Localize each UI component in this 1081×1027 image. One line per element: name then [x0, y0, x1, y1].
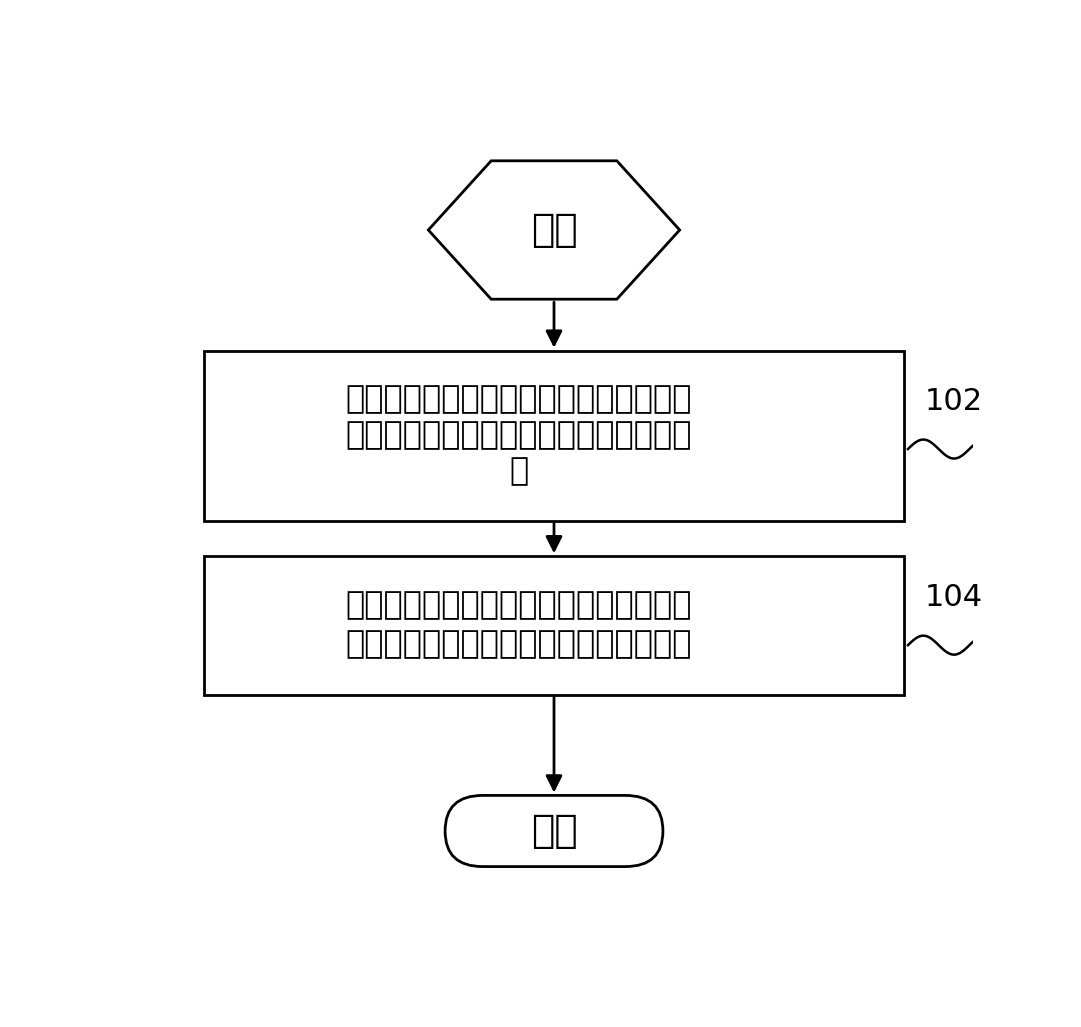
Polygon shape [428, 161, 680, 299]
Text: 104: 104 [925, 583, 983, 612]
Text: 启动、室外机按照预先设定的运行模式运: 启动、室外机按照预先设定的运行模式运 [346, 420, 692, 451]
Text: 对冷媒分流装置中的任一管路与多个室内: 对冷媒分流装置中的任一管路与多个室内 [346, 591, 692, 621]
Bar [204, 557, 904, 694]
Text: 102: 102 [925, 387, 983, 416]
Text: 响应试运行的控制指令，控制多个室内机: 响应试运行的控制指令，控制多个室内机 [346, 384, 692, 415]
Bar [204, 350, 904, 521]
Text: 行: 行 [509, 456, 529, 487]
FancyBboxPatch shape [445, 796, 663, 867]
Text: 结束: 结束 [531, 812, 577, 850]
Text: 开始: 开始 [531, 211, 577, 249]
Text: 机的连接情况进行检测，以得到检测结果: 机的连接情况进行检测，以得到检测结果 [346, 630, 692, 660]
